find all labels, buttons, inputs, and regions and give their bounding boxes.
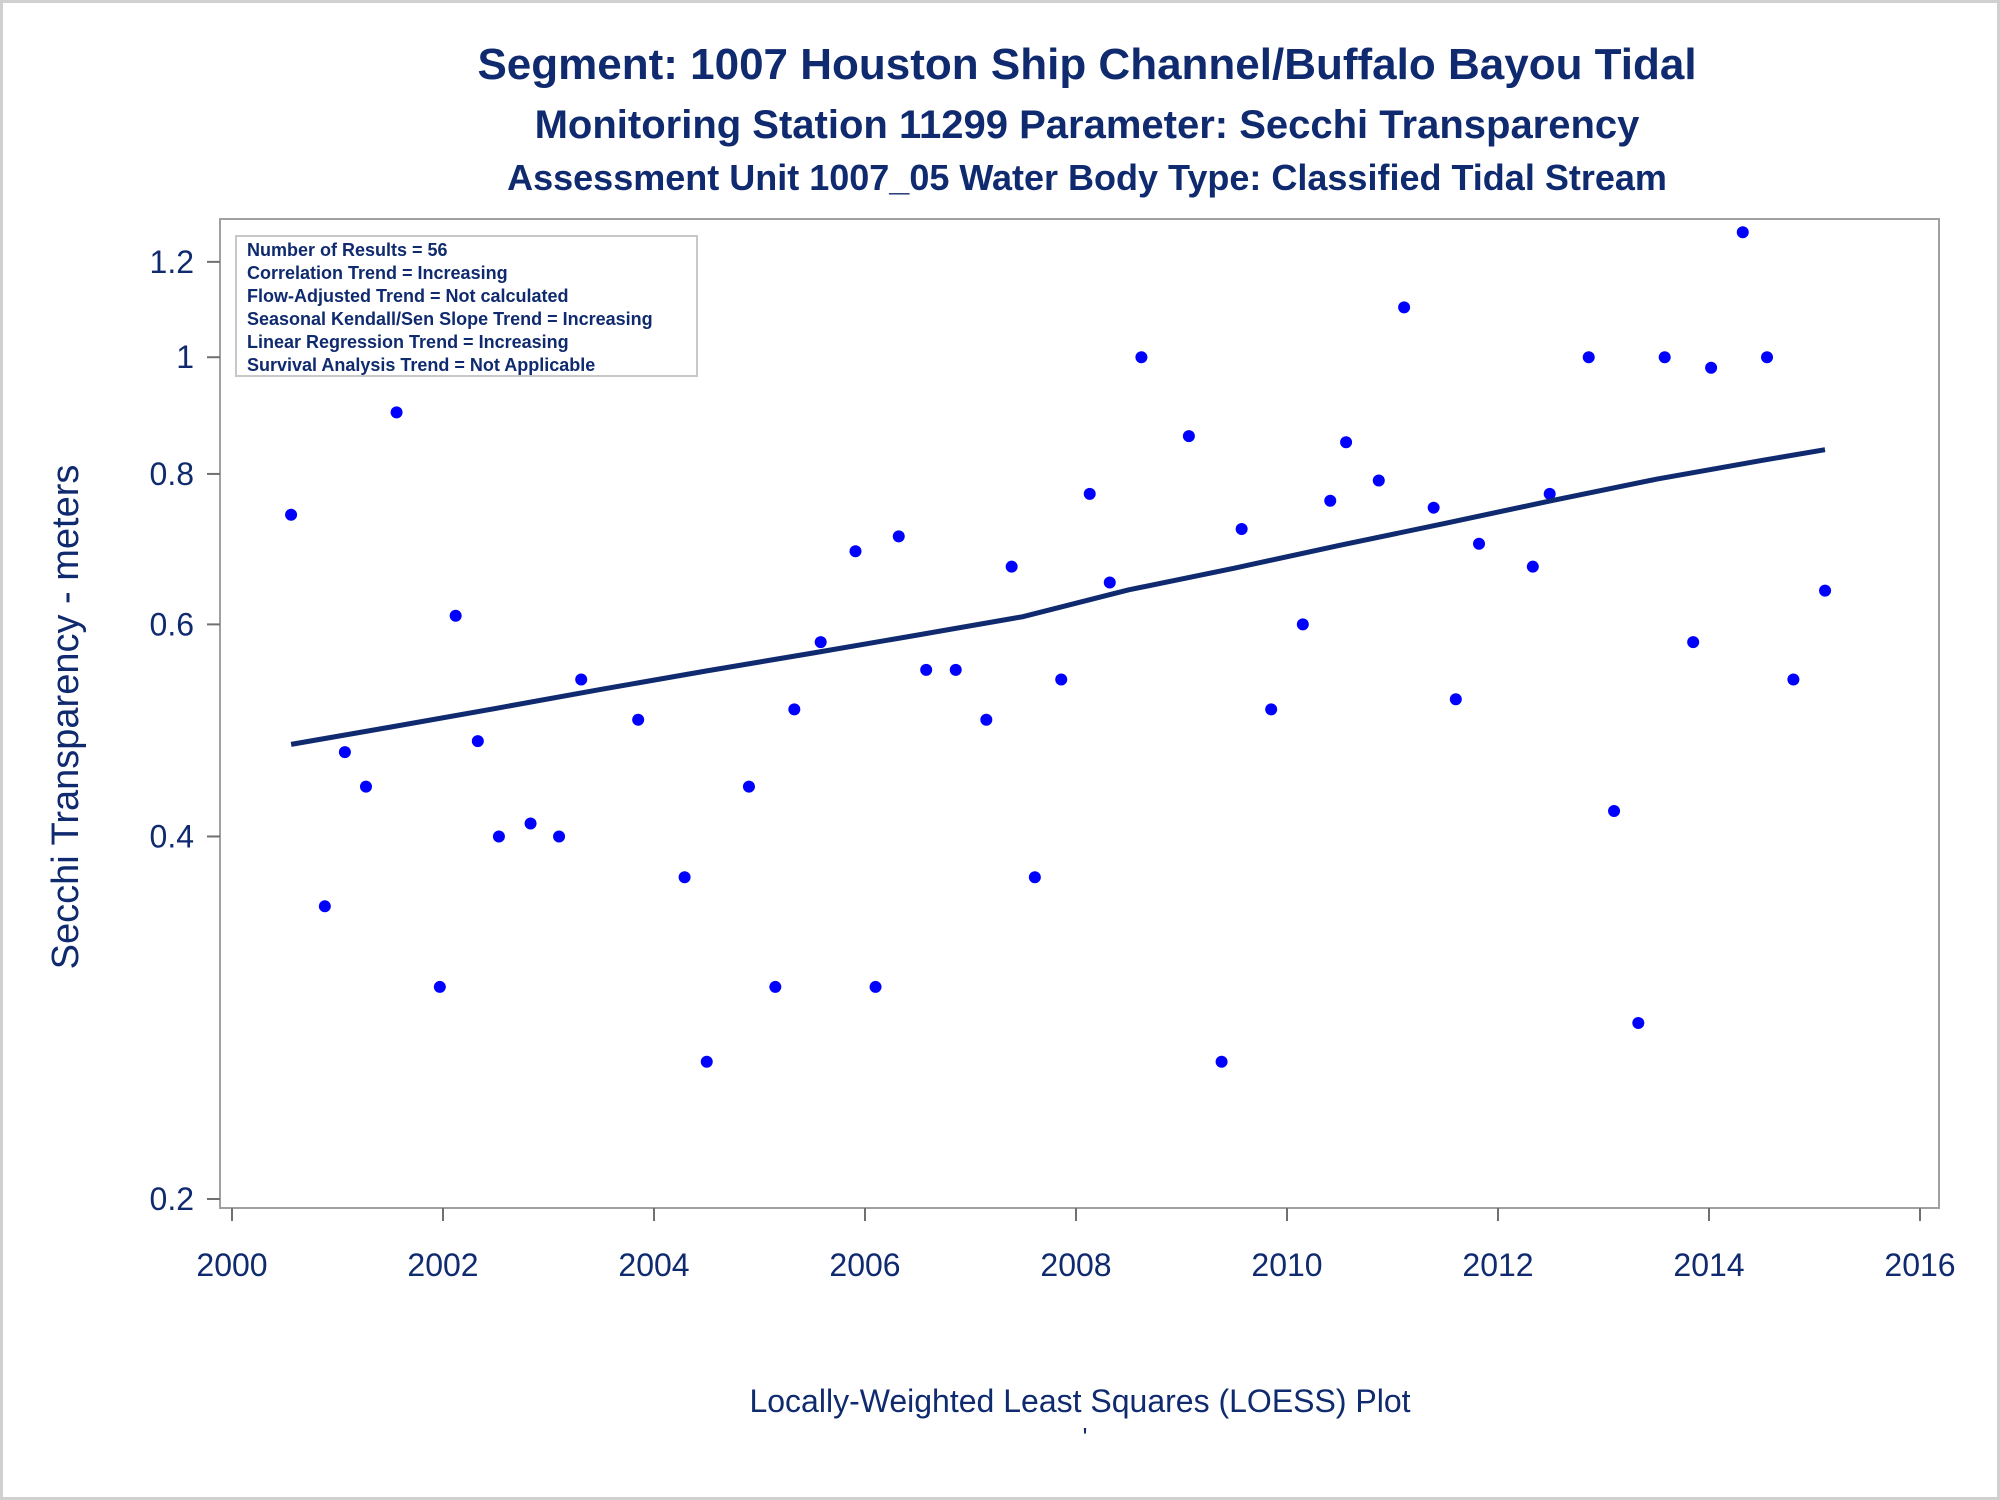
data-point xyxy=(1135,351,1148,364)
data-point xyxy=(1473,537,1486,550)
data-point xyxy=(1736,226,1749,239)
x-tick-label: 2002 xyxy=(407,1247,478,1283)
data-point xyxy=(492,830,505,843)
data-point xyxy=(980,713,993,726)
y-axis-label: Secchi Transparency - meters xyxy=(45,465,87,970)
x-tick-label: 2006 xyxy=(829,1247,900,1283)
data-point xyxy=(869,980,882,993)
x-tick-label: 2016 xyxy=(1884,1247,1955,1283)
stat-seasonal-kendall-trend: Seasonal Kendall/Sen Slope Trend = Incre… xyxy=(247,309,653,329)
data-point xyxy=(318,900,331,913)
x-tick-label: 2004 xyxy=(618,1247,689,1283)
y-tick-label: 0.2 xyxy=(150,1181,194,1217)
stat-linear-regression-trend: Linear Regression Trend = Increasing xyxy=(247,332,569,352)
stat-correlation-trend: Correlation Trend = Increasing xyxy=(247,263,508,283)
data-point xyxy=(1427,501,1440,514)
chart-title: Segment: 1007 Houston Ship Channel/Buffa… xyxy=(477,40,1696,89)
x-tick-label: 2000 xyxy=(196,1247,267,1283)
stat-number-of-results: Number of Results = 56 xyxy=(247,240,448,260)
data-point xyxy=(1687,636,1700,649)
data-point xyxy=(814,636,827,649)
data-point xyxy=(700,1055,713,1068)
data-point xyxy=(1582,351,1595,364)
data-point xyxy=(1265,703,1278,716)
data-point xyxy=(1324,494,1337,507)
data-point xyxy=(1103,576,1116,589)
data-point xyxy=(769,980,782,993)
stat-flow-adjusted-trend: Flow-Adjusted Trend = Not calculated xyxy=(247,286,569,306)
data-point xyxy=(1705,361,1718,374)
chart-subtitle-2: Assessment Unit 1007_05 Water Body Type:… xyxy=(507,157,1667,198)
data-point xyxy=(1632,1017,1645,1030)
x-tick-label: 2008 xyxy=(1040,1247,1111,1283)
data-point xyxy=(949,663,962,676)
data-point xyxy=(433,980,446,993)
data-point xyxy=(524,817,537,830)
data-point xyxy=(471,735,484,748)
data-point xyxy=(742,780,755,793)
data-point xyxy=(788,703,801,716)
footnote-mark: ' xyxy=(1083,1422,1088,1452)
data-point xyxy=(1055,673,1068,686)
data-point xyxy=(1372,474,1385,487)
data-point xyxy=(1235,523,1248,536)
data-point xyxy=(892,530,905,543)
y-tick-label: 0.6 xyxy=(150,606,194,642)
data-point xyxy=(1340,436,1353,449)
data-point xyxy=(632,713,645,726)
data-point xyxy=(1608,804,1621,817)
data-point xyxy=(390,406,403,419)
x-axis: 2000 2002 2004 2006 2008 2010 2012 2014 2016 xyxy=(196,1208,1956,1283)
y-tick-label: 1 xyxy=(176,339,194,375)
stat-survival-analysis-trend: Survival Analysis Trend = Not Applicable xyxy=(247,355,595,375)
x-tick-label: 2014 xyxy=(1673,1247,1744,1283)
y-tick-label: 0.4 xyxy=(150,818,194,854)
data-point xyxy=(1296,618,1309,631)
x-tick-label: 2010 xyxy=(1251,1247,1322,1283)
x-tick-label: 2012 xyxy=(1462,1247,1533,1283)
data-point xyxy=(1449,693,1462,706)
data-point xyxy=(1005,560,1018,573)
data-point xyxy=(1787,673,1800,686)
data-point xyxy=(1398,301,1411,314)
y-tick-label: 0.8 xyxy=(150,456,194,492)
data-point xyxy=(285,508,298,521)
data-point xyxy=(1028,871,1041,884)
data-point xyxy=(1083,487,1096,500)
data-point xyxy=(575,673,588,686)
data-point xyxy=(1215,1055,1228,1068)
data-point xyxy=(338,746,351,759)
data-point xyxy=(1543,487,1556,500)
data-point xyxy=(1761,351,1774,364)
data-point xyxy=(1182,430,1195,443)
data-point xyxy=(553,830,566,843)
data-points xyxy=(285,226,1832,1068)
data-point xyxy=(1819,584,1832,597)
data-point xyxy=(849,545,862,558)
data-point xyxy=(359,780,372,793)
data-point xyxy=(920,663,933,676)
data-point xyxy=(449,609,462,622)
data-point xyxy=(1658,351,1671,364)
loess-trend-line xyxy=(290,447,1826,747)
y-tick-label: 1.2 xyxy=(150,244,194,280)
data-point xyxy=(1526,560,1539,573)
plot-area xyxy=(219,218,1940,1209)
data-point xyxy=(678,871,691,884)
chart-subtitle: Monitoring Station 11299 Parameter: Secc… xyxy=(535,103,1641,147)
y-axis: 0.2 0.4 0.6 0.8 1 1.2 xyxy=(150,244,220,1217)
x-axis-label: Locally-Weighted Least Squares (LOESS) P… xyxy=(749,1383,1410,1419)
stats-box xyxy=(235,235,698,377)
